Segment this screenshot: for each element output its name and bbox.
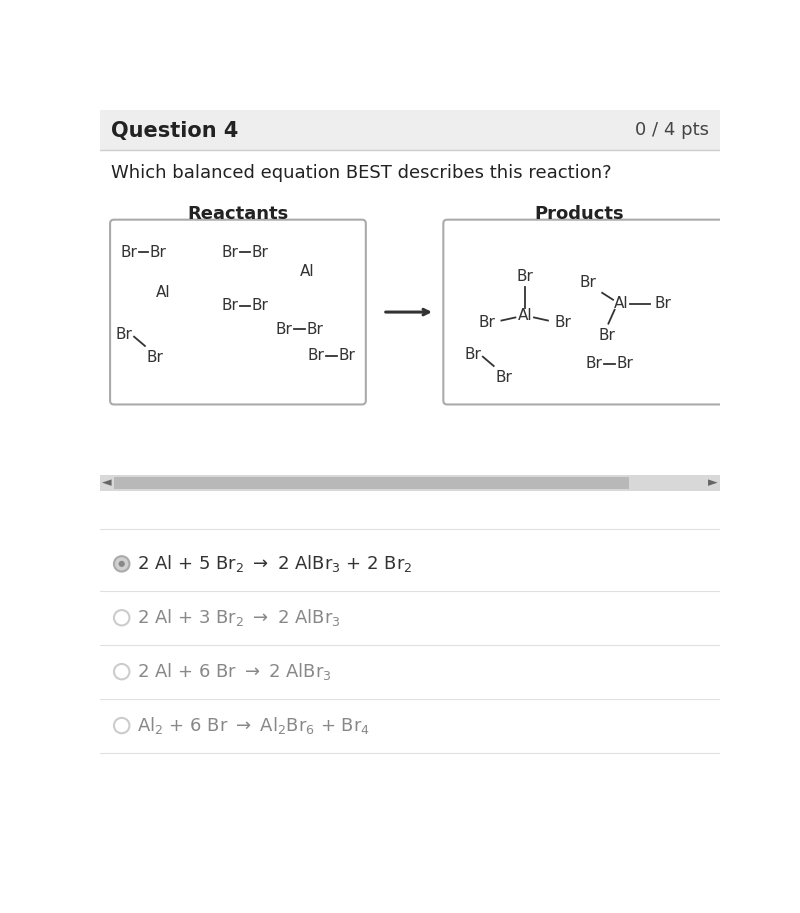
Circle shape <box>114 610 130 625</box>
Text: Al: Al <box>614 296 628 311</box>
Text: Br: Br <box>252 299 269 313</box>
Text: Br: Br <box>146 350 163 365</box>
Text: Br: Br <box>586 356 602 372</box>
Bar <box>114 477 630 489</box>
Text: 2 Al + 3 Br$_{2}$ $\rightarrow$ 2 AlBr$_{3}$: 2 Al + 3 Br$_{2}$ $\rightarrow$ 2 AlBr$_… <box>138 607 341 628</box>
Text: 2 Al + 6 Br $\rightarrow$ 2 AlBr$_{3}$: 2 Al + 6 Br $\rightarrow$ 2 AlBr$_{3}$ <box>138 661 332 682</box>
Circle shape <box>114 556 130 572</box>
FancyBboxPatch shape <box>443 220 746 404</box>
Text: 0 / 4 pts: 0 / 4 pts <box>635 121 709 139</box>
Bar <box>100 110 720 150</box>
Text: Question 4: Question 4 <box>111 121 238 142</box>
Text: Br: Br <box>495 370 512 384</box>
Circle shape <box>114 664 130 679</box>
Text: Reactants: Reactants <box>187 205 289 223</box>
Text: Br: Br <box>308 349 325 363</box>
Text: Br: Br <box>516 268 533 284</box>
Text: Br: Br <box>655 296 672 311</box>
Text: Br: Br <box>306 321 323 337</box>
Text: Br: Br <box>478 315 495 330</box>
Text: Al$_{2}$ + 6 Br $\rightarrow$ Al$_{2}$Br$_{6}$ + Br$_{4}$: Al$_{2}$ + 6 Br $\rightarrow$ Al$_{2}$Br… <box>138 715 370 736</box>
Text: Br: Br <box>252 245 269 259</box>
Circle shape <box>118 561 125 567</box>
FancyBboxPatch shape <box>110 220 366 404</box>
Text: Al: Al <box>156 286 170 300</box>
Text: Br: Br <box>554 315 571 330</box>
Bar <box>100 476 720 490</box>
Text: Products: Products <box>534 205 624 223</box>
Text: Br: Br <box>150 245 166 259</box>
Text: Br: Br <box>579 275 596 289</box>
Text: Br: Br <box>221 299 238 313</box>
Text: Br: Br <box>221 245 238 259</box>
Text: 2 Al + 5 Br$_{2}$ $\rightarrow$ 2 AlBr$_{3}$ + 2 Br$_{2}$: 2 Al + 5 Br$_{2}$ $\rightarrow$ 2 AlBr$_… <box>138 553 413 574</box>
Text: Which balanced equation BEST describes this reaction?: Which balanced equation BEST describes t… <box>111 163 611 182</box>
Circle shape <box>114 718 130 733</box>
Text: Br: Br <box>338 349 355 363</box>
Text: Br: Br <box>616 356 633 372</box>
Text: Br: Br <box>120 245 138 259</box>
Text: Br: Br <box>275 321 292 337</box>
Text: ►: ► <box>708 477 718 489</box>
Text: Br: Br <box>116 327 133 341</box>
Text: Al: Al <box>300 264 314 278</box>
Text: Br: Br <box>465 347 482 362</box>
Text: Br: Br <box>598 329 615 343</box>
Text: Al: Al <box>518 309 532 323</box>
Text: ◄: ◄ <box>102 477 112 489</box>
